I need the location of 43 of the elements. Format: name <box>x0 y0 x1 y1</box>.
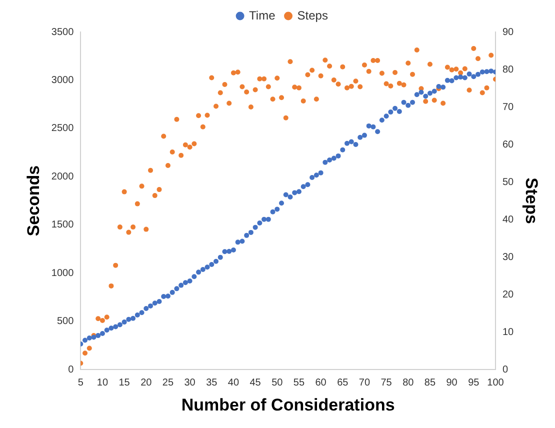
x-tick-label: 100 <box>487 377 504 388</box>
y2-axis-title: Steps <box>522 178 542 224</box>
x-tick-label: 90 <box>446 377 458 388</box>
x-tick-label: 55 <box>293 377 305 388</box>
x-tick-label: 35 <box>206 377 218 388</box>
x-tick-label: 80 <box>402 377 414 388</box>
legend-label: Time <box>249 8 276 22</box>
y2-tick-label: 30 <box>502 252 514 263</box>
y2-tick-label: 50 <box>502 176 514 188</box>
y2-tick-label: 10 <box>502 326 514 338</box>
x-tick-label: 30 <box>184 377 196 388</box>
legend-label: Steps <box>297 8 328 22</box>
y-tick-label: 1000 <box>51 268 74 279</box>
y2-tick-label: 0 <box>502 364 508 376</box>
y2-tick-label: 60 <box>502 139 514 150</box>
y2-tick-label: 20 <box>502 289 514 300</box>
y2-tick-label: 70 <box>502 102 514 113</box>
x-tick-label: 85 <box>424 377 436 388</box>
x-tick-label: 60 <box>315 377 327 388</box>
y-tick-label: 0 <box>68 364 74 376</box>
y2-tick-label: 80 <box>502 64 514 76</box>
x-axis-title: Number of Considerations <box>181 395 395 414</box>
y-tick-label: 500 <box>56 316 74 328</box>
x-tick-label: 50 <box>272 377 284 388</box>
x-tick-label: 75 <box>380 377 392 388</box>
y-tick-label: 3000 <box>51 74 74 86</box>
x-tick-label: 70 <box>358 377 370 388</box>
x-tick-label: 20 <box>140 377 152 388</box>
x-tick-label: 40 <box>228 377 240 388</box>
y2-tick-label: 90 <box>502 26 514 38</box>
x-tick-label: 45 <box>250 377 262 388</box>
x-tick-label: 95 <box>468 377 480 388</box>
y-tick-label: 1500 <box>51 220 74 231</box>
y-axis-title: Seconds <box>24 165 43 236</box>
y-tick-label: 2000 <box>51 171 74 182</box>
x-tick-label: 65 <box>337 377 349 388</box>
y2-tick-label: 40 <box>502 214 514 226</box>
x-tick-label: 5 <box>78 377 84 388</box>
x-tick-label: 15 <box>118 377 130 388</box>
y-tick-label: 2500 <box>51 123 74 134</box>
x-tick-label: 10 <box>96 377 108 388</box>
x-tick-label: 25 <box>162 377 174 388</box>
y-tick-label: 3500 <box>51 26 74 38</box>
